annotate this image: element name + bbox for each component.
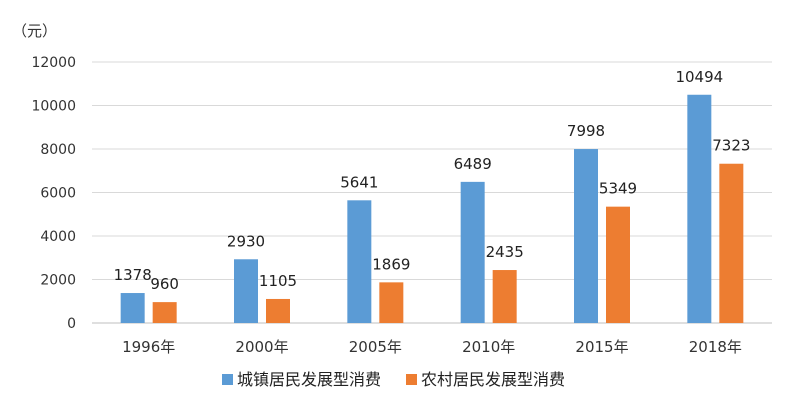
y-tick-label: 8000	[40, 142, 76, 158]
data-label: 5349	[599, 180, 637, 198]
bar-urban	[234, 259, 258, 323]
data-label: 7323	[712, 137, 750, 155]
legend-label: 农村居民发展型消费	[421, 370, 565, 389]
bar-rural	[152, 302, 177, 323]
y-tick-label: 4000	[40, 229, 76, 245]
y-tick-label: 12000	[31, 55, 76, 71]
data-label: 2435	[486, 243, 524, 261]
data-label: 1105	[259, 272, 297, 290]
bar-urban	[347, 200, 372, 323]
bar-urban	[574, 149, 598, 323]
x-category-label: 2015年	[575, 338, 628, 356]
data-label: 2930	[227, 232, 265, 250]
y-axis-ticks: 0 2000 4000 6000 8000 10000 12000	[31, 55, 76, 332]
x-category-label: 1996年	[122, 338, 175, 356]
bar-urban	[687, 94, 712, 324]
bar-rural	[492, 270, 517, 323]
bar-rural	[379, 282, 404, 323]
legend-label: 城镇居民发展型消费	[237, 370, 381, 389]
data-label: 6489	[454, 155, 492, 173]
data-label: 7998	[567, 122, 605, 140]
bar-urban	[460, 181, 485, 323]
x-category-label: 2010年	[462, 338, 515, 356]
legend-swatch	[406, 374, 417, 385]
bar-urban	[120, 293, 145, 323]
x-category-label: 2018年	[689, 338, 742, 356]
bars	[120, 94, 744, 324]
bar-rural	[606, 206, 630, 323]
y-tick-label: 6000	[40, 186, 76, 202]
gridlines	[92, 61, 772, 280]
legend-swatch	[222, 374, 233, 385]
y-tick-label: 10000	[31, 99, 76, 115]
data-label: 10494	[675, 68, 723, 86]
x-category-label: 2000年	[235, 338, 288, 356]
x-category-label: 2005年	[349, 338, 402, 356]
y-tick-label: 0	[67, 316, 76, 332]
data-label: 1869	[372, 255, 410, 273]
bar-rural	[719, 163, 744, 323]
data-label: 960	[150, 275, 179, 293]
data-label: 1378	[114, 266, 152, 284]
y-unit-label: （元）	[12, 22, 57, 40]
legend: 城镇居民发展型消费 农村居民发展型消费	[222, 370, 565, 389]
data-label: 5641	[340, 173, 378, 191]
bar-rural	[266, 298, 290, 323]
y-tick-label: 2000	[40, 273, 76, 289]
x-axis-categories: 1996年 2000年 2005年 2010年 2015年 2018年	[122, 338, 742, 356]
